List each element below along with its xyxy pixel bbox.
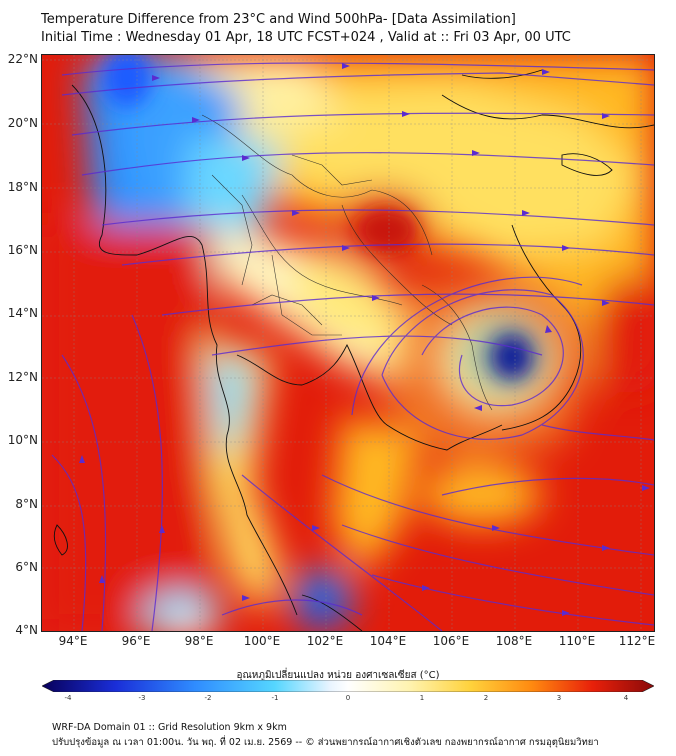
colorbar-tick-neg4: -4: [64, 694, 72, 702]
lat-label-6n: 6°N: [15, 560, 38, 574]
lon-label-112e: 112°E: [618, 634, 656, 648]
lat-label-20n: 20°N: [7, 116, 38, 130]
lat-label-16n: 16°N: [7, 243, 38, 257]
colorbar-gradient: [42, 680, 654, 692]
colorbar-tick-neg2: -2: [204, 694, 212, 702]
lon-label-102e: 102°E: [306, 634, 344, 648]
coastlines: [53, 69, 654, 631]
lat-label-4n: 4°N: [15, 623, 38, 637]
wind-arrows: [79, 63, 650, 616]
colorbar-title: อุณหภูมิเปลี่ยนแปลง หน่วย องศาเซลเซียส (…: [236, 670, 440, 681]
footer-credit: ปรับปรุงข้อมูล ณ เวลา 01:00น. วัน พฤ. ที…: [52, 737, 599, 748]
lon-label-106e: 106°E: [432, 634, 470, 648]
colorbar: [42, 680, 654, 692]
lon-label-98e: 98°E: [184, 634, 214, 648]
lon-label-94e: 94°E: [58, 634, 88, 648]
colorbar-tick-4: 4: [623, 694, 629, 702]
wind-streamlines: [51, 62, 654, 631]
colorbar-tick-3: 3: [556, 694, 562, 702]
colorbar-tick-2: 2: [483, 694, 489, 702]
lon-label-96e: 96°E: [121, 634, 151, 648]
footer-domain-info: WRF-DA Domain 01 :: Grid Resolution 9km …: [52, 722, 287, 733]
lon-label-104e: 104°E: [369, 634, 407, 648]
lat-label-8n: 8°N: [15, 497, 38, 511]
map-subtitle: Initial Time : Wednesday 01 Apr, 18 UTC …: [41, 30, 571, 45]
lat-lon-grid: [42, 55, 654, 631]
lat-label-22n: 22°N: [7, 52, 38, 66]
lat-label-18n: 18°N: [7, 180, 38, 194]
colorbar-tick-0: 0: [345, 694, 351, 702]
map-panel: [41, 54, 655, 632]
colorbar-tick-neg1: -1: [271, 694, 279, 702]
temperature-wind-map: [42, 55, 654, 631]
lat-label-12n: 12°N: [7, 370, 38, 384]
lat-label-14n: 14°N: [7, 306, 38, 320]
map-title: Temperature Difference from 23°C and Win…: [41, 12, 516, 27]
lon-label-110e: 110°E: [558, 634, 596, 648]
lat-label-10n: 10°N: [7, 433, 38, 447]
colorbar-tick-1: 1: [419, 694, 425, 702]
lon-label-100e: 100°E: [243, 634, 281, 648]
lon-label-108e: 108°E: [495, 634, 533, 648]
colorbar-tick-neg3: -3: [138, 694, 146, 702]
